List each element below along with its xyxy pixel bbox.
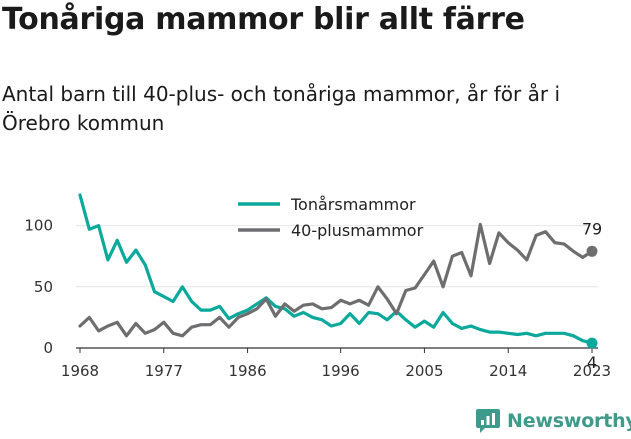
newsworthy-logo-icon — [476, 409, 500, 433]
x-tick-label: 1986 — [228, 362, 266, 380]
x-tick-label: 2014 — [489, 362, 527, 380]
chart-subtitle: Antal barn till 40-plus- och tonåriga ma… — [2, 82, 561, 135]
x-tick-label: 1977 — [145, 362, 183, 380]
legend-label: 40-plusmammor — [291, 221, 424, 240]
y-tick-label: 0 — [43, 339, 53, 357]
x-tick-label: 1996 — [322, 362, 360, 380]
y-tick-label: 100 — [24, 217, 53, 235]
newsworthy-brand: Newsworthy — [476, 409, 631, 433]
chart-title: Tonåriga mammor blir allt färre — [2, 2, 525, 37]
y-tick-label: 50 — [34, 278, 53, 296]
legend-label: Tonårsmammor — [290, 195, 416, 214]
x-tick-label: 1968 — [61, 362, 99, 380]
series-end-point — [586, 245, 598, 257]
brand-name: Newsworthy — [507, 410, 631, 432]
series-end-label: 79 — [582, 219, 602, 238]
series-line-tonarsmammor — [78, 193, 594, 345]
x-tick-label: 2005 — [405, 362, 443, 380]
series-line-plusmammor — [78, 222, 594, 338]
series-end-label: 4 — [587, 353, 597, 372]
x-tick-label: 2023 — [573, 362, 611, 380]
series-end-point — [586, 337, 598, 349]
